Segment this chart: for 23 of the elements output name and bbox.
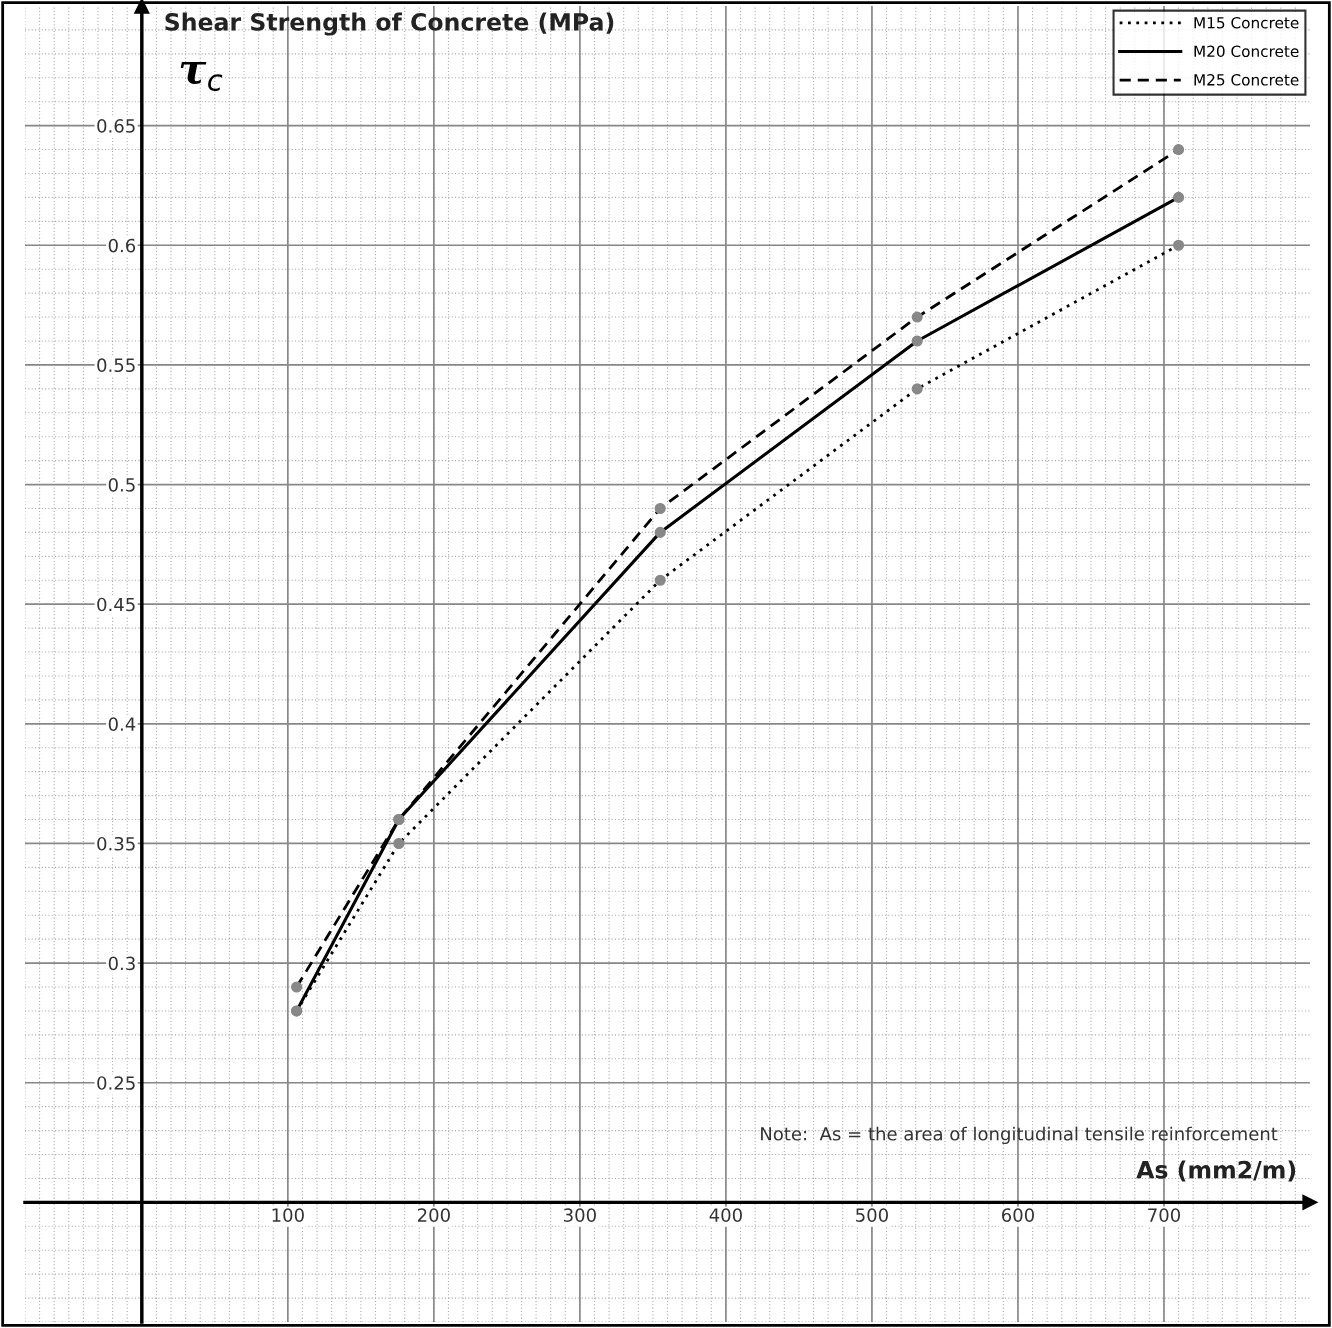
y-tick-label: 0.55 (97, 358, 135, 373)
x-tick-label: 300 (564, 1208, 596, 1222)
x-axis-title: As (mm2/m) (1136, 1160, 1296, 1182)
y-tick-label: 0.45 (97, 597, 135, 612)
y-tick-label: 0.5 (108, 478, 135, 492)
x-tick-label: 400 (709, 1208, 742, 1222)
y-tick-label: 0.35 (97, 836, 135, 851)
annotation: τ$_{c}$ (180, 62, 223, 91)
legend-label: M25 Concrete (1194, 74, 1299, 86)
legend-label: M15 Concrete (1194, 16, 1299, 29)
x-tick-label: 700 (1148, 1208, 1181, 1222)
y-tick-label: 0.65 (97, 119, 135, 133)
x-tick-label: 600 (1001, 1208, 1034, 1222)
legend-label: M20 Concrete (1194, 45, 1299, 58)
y-tick-label: 0.4 (108, 717, 136, 731)
x-tick-label: 100 (272, 1208, 304, 1222)
x-tick-label: 500 (856, 1208, 888, 1222)
x-tick-label: 200 (417, 1208, 450, 1222)
annotation: Note: As = the area of longitudinal tensile reinforcement (761, 1126, 1278, 1145)
y-axis-title: Shear Strength of Concrete (MPa) (165, 12, 614, 36)
y-tick-label: 0.6 (108, 238, 136, 253)
y-tick-label: 0.3 (108, 956, 135, 971)
y-tick-label: 0.25 (97, 1076, 135, 1090)
